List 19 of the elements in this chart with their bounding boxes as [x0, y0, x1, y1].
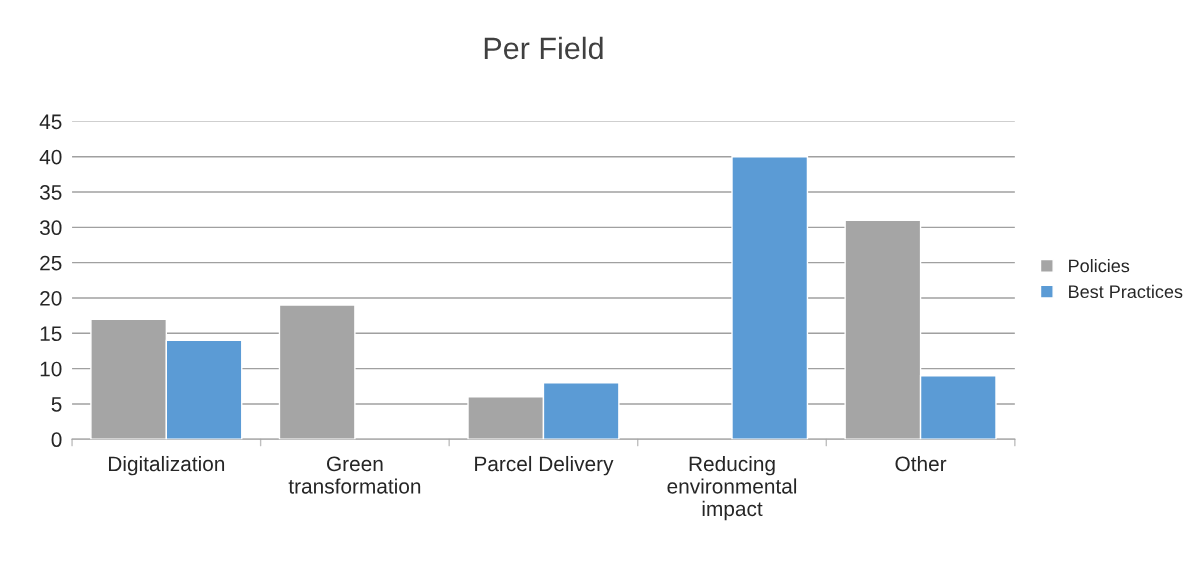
legend-label: Policies	[1069, 258, 1130, 273]
y-tick-label: 35	[39, 185, 62, 200]
chart-title: Per Field	[484, 36, 603, 60]
y-tick-label: 0	[51, 432, 62, 448]
x-tick-label: Parcel Delivery	[475, 455, 614, 476]
y-tick-label: 10	[40, 361, 62, 377]
y-tick-label: 15	[40, 326, 62, 342]
legend-label: Best Practices	[1069, 284, 1183, 299]
y-tick-label: 45	[39, 114, 62, 130]
x-tick-label: Reducing environmental impact	[667, 455, 797, 521]
y-tick-label: 30	[39, 220, 62, 236]
x-tick-label: Green transformation	[288, 456, 421, 494]
y-tick-label: 20	[40, 290, 62, 306]
x-tick-label: Other	[895, 455, 947, 472]
y-tick-label: 40	[39, 149, 62, 165]
y-tick-label: 5	[51, 397, 62, 412]
y-tick-label: 25	[40, 255, 62, 271]
bar	[731, 156, 809, 440]
x-tick-label: Digitalization	[108, 455, 225, 476]
